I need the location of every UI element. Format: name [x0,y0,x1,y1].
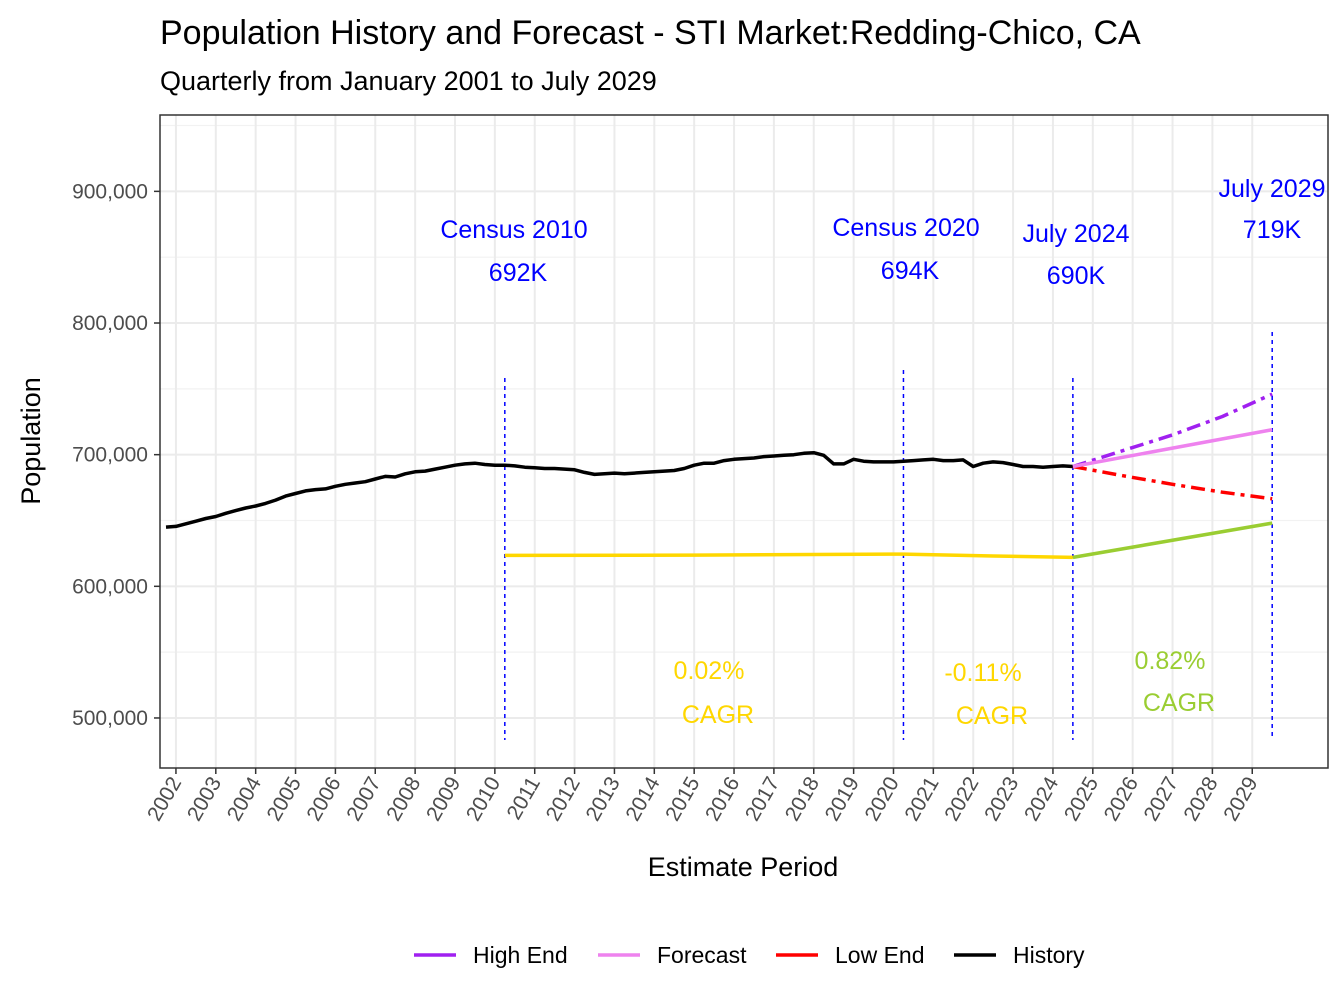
annotation-label: -0.11% [944,659,1021,687]
x-tick-label: 2009 [422,773,465,825]
x-tick-label: 2002 [143,773,186,825]
series-line-high-end [1072,392,1273,469]
panel-border [159,114,1329,769]
x-tick-label: 2015 [661,773,704,825]
series-line-cagr-2020-2024 [903,552,1073,560]
x-tick-label: 2008 [382,773,425,825]
x-tick-label: 2020 [861,773,904,825]
annotation-value: CAGR [1143,689,1215,717]
y-tick-label: 900,000 [72,180,148,203]
y-tick-label: 700,000 [72,444,148,467]
x-tick-label: 2024 [1020,773,1063,825]
annotation-label: Census 2010 [440,216,587,244]
grid [160,115,1328,768]
annotation-value: 692K [489,259,548,287]
annotation-value: 690K [1047,262,1106,290]
series-line-cagr-2024-2029 [1072,521,1273,560]
chart-title: Population History and Forecast - STI Ma… [160,14,1141,52]
x-axis: 2002200320042005200620072008200920102011… [143,768,1263,825]
annotations: Census 2010 692K Census 2020 694K July 2024 6… [440,175,1325,730]
x-tick-label: 2005 [263,773,306,825]
legend-label: High End [473,942,568,968]
x-tick-label: 2027 [1140,773,1183,825]
x-tick-label: 2016 [701,773,744,825]
legend: High End Forecast Low End History [414,942,1085,968]
annotation-label: July 2024 [1022,220,1129,248]
x-tick-label: 2011 [503,773,546,824]
x-tick-label: 2029 [1219,773,1262,825]
x-tick-label: 2023 [980,773,1023,825]
x-tick-label: 2022 [940,773,983,825]
x-tick-label: 2010 [462,773,505,825]
annotation-value: 719K [1243,216,1302,244]
y-tick-label: 800,000 [72,312,148,335]
chart-subtitle: Quarterly from January 2001 to July 2029 [160,66,657,96]
x-tick-label: 2004 [223,773,266,825]
annotation-label: Census 2020 [832,214,979,242]
series-line-cagr-2010-2020 [504,552,904,558]
legend-label: Low End [835,942,925,968]
series-group [165,392,1273,560]
x-tick-label: 2006 [302,773,345,825]
y-tick-label: 600,000 [72,575,148,598]
x-tick-label: 2026 [1100,773,1143,825]
x-tick-label: 2021 [900,773,943,825]
y-axis-title: Population [16,377,46,505]
x-tick-label: 2014 [621,773,664,825]
x-tick-label: 2019 [821,773,864,825]
x-tick-label: 2013 [581,773,624,825]
x-tick-label: 2007 [342,773,385,825]
annotation-value: CAGR [956,702,1028,730]
series-line-low-end [1072,464,1273,501]
series-line-history [165,450,1074,529]
x-tick-label: 2028 [1179,773,1222,825]
x-tick-label: 2012 [542,773,585,825]
x-axis-title: Estimate Period [648,852,839,882]
legend-label: History [1013,942,1085,968]
annotation-label: 0.02% [674,657,745,685]
legend-label: Forecast [657,942,747,968]
x-tick-label: 2003 [183,773,226,825]
x-tick-label: 2025 [1060,773,1103,825]
reference-lines [504,332,1273,740]
annotation-label: 0.82% [1135,647,1206,675]
annotation-value: CAGR [682,701,754,729]
x-tick-label: 2018 [781,773,824,825]
annotation-label: July 2029 [1218,175,1325,203]
x-tick-label: 2017 [741,773,784,825]
y-tick-label: 500,000 [72,707,148,730]
y-axis: 500,000 600,000 700,000 800,000 900,000 [72,180,160,730]
annotation-value: 694K [881,257,940,285]
series-line-forecast [1072,427,1273,469]
